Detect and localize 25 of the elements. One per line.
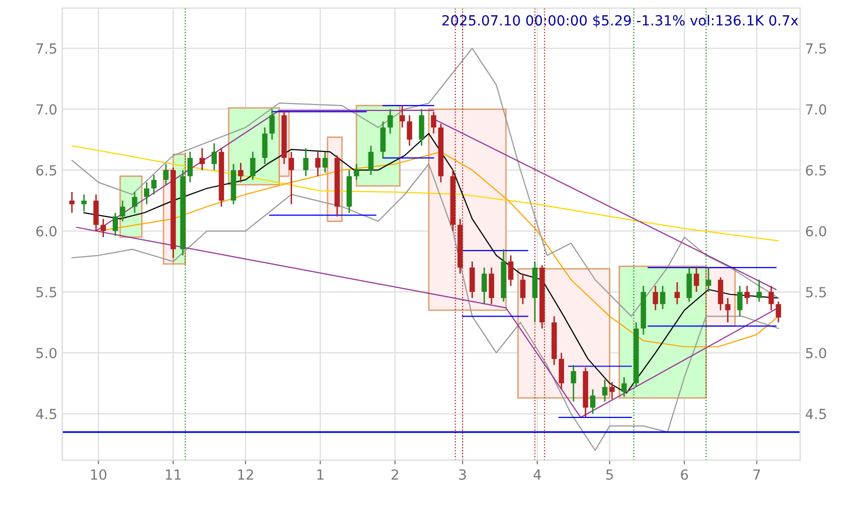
x-tick-label: 5: [606, 470, 613, 480]
x-tick-label: 4: [534, 470, 541, 480]
x-tick-label: 7: [753, 470, 760, 480]
y2-tick-label: 6.0: [806, 226, 826, 236]
y-tick-label: 7.5: [36, 43, 56, 54]
y2-tick-label: 6.5: [806, 165, 826, 176]
y-tick-label: 7.0: [36, 104, 56, 115]
chart-title: 2025.07.10 00:00:00 $5.29 -1.31% vol:136.1K 0.7x: [442, 14, 798, 28]
x-tick-label: 11: [166, 470, 181, 480]
x-tick-label: 1: [317, 470, 324, 480]
x-tick-label: 10: [91, 469, 106, 480]
y2-tick-label: 7.5: [806, 43, 826, 54]
y-tick-label: 5.0: [36, 348, 56, 358]
x-tick-label: 3: [459, 469, 466, 480]
x-tick-label: 12: [238, 469, 253, 480]
y-tick-label: 4.5: [36, 408, 56, 420]
y2-tick-label: 7.0: [806, 104, 826, 115]
y-tick-label: 6.0: [36, 226, 56, 236]
y2-tick-label: 5.5: [806, 287, 826, 298]
y-tick-label: 6.5: [36, 165, 56, 176]
x-tick-label: 2: [392, 469, 398, 480]
x-tick-label: 6: [680, 469, 688, 480]
y2-tick-label: 5.0: [806, 348, 826, 358]
y-tick-label: 5.5: [36, 287, 56, 298]
y2-tick-label: 4.5: [806, 408, 826, 420]
